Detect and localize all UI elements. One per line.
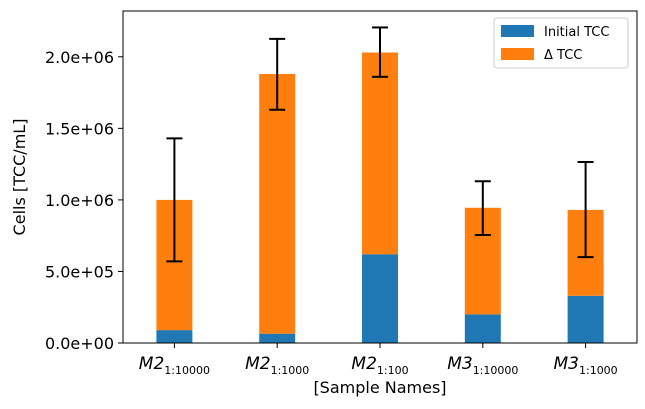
x-tick-label-0: M21:10000	[139, 354, 210, 377]
y-tick-label-2: 1.0e+06	[45, 191, 114, 210]
legend-label-initial-tcc: Initial TCC	[544, 25, 609, 40]
bar-delta-tcc-1	[259, 73, 296, 334]
y-tick-label-3: 1.5e+06	[45, 119, 114, 138]
x-axis-title: [Sample Names]	[313, 378, 446, 397]
bars-layer	[156, 52, 604, 343]
error-bars-layer	[166, 26, 594, 263]
legend-swatch-delta-tcc	[501, 48, 534, 60]
x-tick-label-2: M21:100	[351, 354, 408, 377]
x-tick-label-3: M31:10000	[447, 354, 518, 377]
bar-initial-tcc-4	[567, 295, 604, 343]
bar-initial-tcc-3	[464, 314, 501, 343]
legend-label-delta-tcc: Δ TCC	[544, 48, 582, 63]
bar-initial-tcc-0	[156, 330, 193, 343]
y-axis-title: Cells [TCC/mL]	[10, 119, 29, 236]
x-ticks-layer: M21:10000 M21:1000 M21:100 M31:10000 M31:100…	[139, 343, 618, 377]
x-tick-label-1: M21:1000	[245, 354, 309, 377]
bar-initial-tcc-1	[259, 333, 296, 343]
legend-swatch-initial-tcc	[501, 25, 534, 37]
bar-delta-tcc-2	[362, 52, 398, 255]
x-tick-label-4: M31:1000	[554, 354, 618, 377]
y-tick-label-1: 5.0e+05	[45, 262, 114, 281]
bar-initial-tcc-2	[362, 254, 398, 343]
y-tick-label-4: 2.0e+06	[45, 48, 114, 67]
y-ticks-layer: 0.0e+00 5.0e+05 1.0e+06 1.5e+06 2.0e+06	[45, 48, 123, 353]
y-tick-label-0: 0.0e+00	[45, 334, 114, 353]
legend: Initial TCC Δ TCC	[493, 17, 629, 69]
